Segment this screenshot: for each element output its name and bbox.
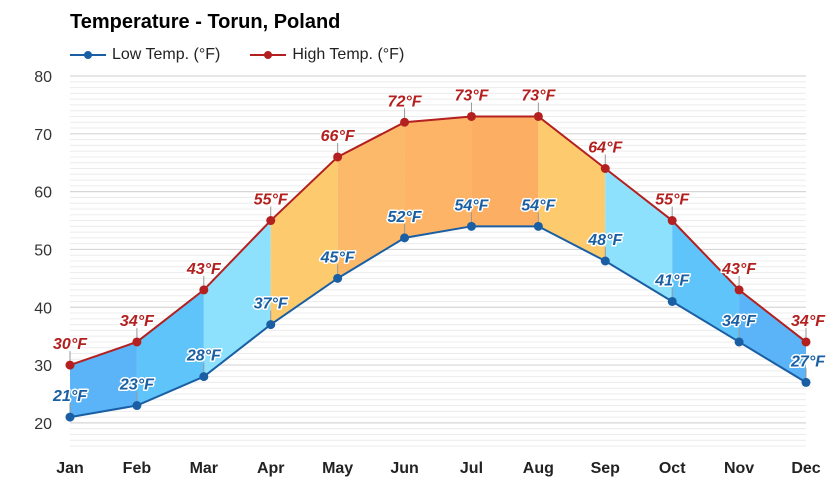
range-band [270, 156, 338, 325]
legend-item-low[interactable]: Low Temp. (°F) [70, 46, 220, 64]
data-label: 27°F [790, 353, 826, 370]
data-label: 41°F [654, 272, 690, 289]
range-band [136, 289, 204, 406]
low-temp-labels: 21°F 23°F 28°F 37°F 45°F 52°F 54°F 54°F 48°F 41°F… [51, 196, 828, 407]
data-point[interactable] [801, 337, 811, 347]
legend-label-low: Low Temp. (°F) [112, 46, 221, 63]
data-label: 55°F [254, 192, 289, 209]
high-temp-line-icon [250, 49, 287, 61]
y-tick-label: 30 [34, 358, 52, 375]
legend: Low Temp. (°F) High Temp. (°F) [70, 46, 404, 64]
legend-item-high[interactable]: High Temp. (°F) [250, 46, 404, 64]
data-point[interactable] [734, 285, 744, 295]
data-point[interactable] [466, 221, 476, 231]
data-label: 28°F [186, 348, 222, 365]
y-tick-label: 70 [34, 127, 52, 144]
range-band [538, 116, 606, 261]
y-tick-label: 80 [34, 69, 52, 86]
data-point[interactable] [533, 221, 543, 231]
range-band [605, 168, 673, 302]
data-point[interactable] [266, 320, 276, 330]
x-tick-label: Jun [390, 460, 418, 477]
data-label: 52°F [388, 209, 423, 226]
low-temp-series [65, 221, 811, 422]
y-tick-label: 50 [34, 242, 52, 259]
x-tick-label: Nov [724, 460, 754, 477]
data-label: 43°F [721, 261, 757, 278]
y-tick-label: 40 [34, 300, 52, 317]
data-point[interactable] [333, 273, 343, 283]
legend-label-high: High Temp. (°F) [292, 46, 405, 63]
data-point[interactable] [199, 285, 209, 295]
x-tick-label: Jul [460, 460, 483, 477]
data-label: 45°F [320, 249, 356, 266]
data-point[interactable] [600, 164, 610, 173]
low-temp-line-icon [70, 49, 106, 61]
data-point[interactable] [400, 117, 410, 127]
data-label: 30°F [53, 336, 88, 353]
data-point[interactable] [600, 256, 610, 266]
data-label: 73°F [521, 87, 556, 104]
data-point[interactable] [132, 401, 142, 411]
data-point[interactable] [801, 377, 811, 387]
x-tick-label: Feb [123, 460, 152, 477]
data-label: 55°F [655, 192, 690, 209]
data-label: 23°F [119, 377, 155, 394]
y-tick-label: 60 [34, 185, 52, 202]
data-label: 54°F [521, 197, 556, 214]
range-band [404, 116, 472, 238]
x-tick-label: May [322, 460, 353, 477]
data-label: 54°F [454, 197, 489, 214]
data-label: 43°F [186, 261, 222, 278]
data-label: 34°F [791, 313, 826, 330]
range-band [70, 341, 137, 418]
data-label: 34°F [722, 313, 757, 330]
data-point[interactable] [132, 337, 142, 347]
data-point[interactable] [333, 152, 343, 162]
data-point[interactable] [266, 216, 276, 226]
data-label: 34°F [120, 313, 155, 330]
data-point[interactable] [199, 372, 209, 382]
range-band [203, 220, 271, 377]
data-point[interactable] [734, 337, 744, 347]
data-label: 48°F [587, 232, 623, 249]
range-band [337, 122, 405, 279]
data-point[interactable] [65, 360, 75, 370]
data-point[interactable] [667, 296, 677, 306]
x-tick-label: Aug [523, 460, 554, 477]
range-band [739, 289, 806, 383]
data-point[interactable] [667, 216, 677, 226]
high-temp-series [65, 111, 811, 370]
x-tick-label: Mar [190, 460, 218, 477]
data-label: 37°F [254, 296, 289, 313]
range-band [672, 220, 740, 342]
data-label: 73°F [454, 87, 489, 104]
x-tick-label: Oct [659, 460, 686, 477]
y-tick-label: 20 [34, 416, 52, 433]
chart-title: Temperature - Torun, Poland [70, 11, 341, 33]
x-tick-label: Jan [56, 460, 84, 477]
data-label: 66°F [321, 128, 356, 145]
data-label: 72°F [388, 93, 423, 110]
x-tick-label: Dec [791, 460, 820, 477]
data-point[interactable] [533, 111, 543, 121]
data-label: 21°F [52, 388, 88, 405]
range-band [471, 116, 539, 227]
data-label: 64°F [588, 140, 623, 157]
range-bands [70, 116, 806, 418]
high-temp-labels: 30°F 34°F 43°F 55°F 66°F 72°F 73°F 73°F 64°F 55°F… [52, 86, 828, 355]
x-tick-label: Apr [257, 460, 285, 477]
data-point[interactable] [466, 111, 476, 121]
data-point[interactable] [65, 412, 75, 422]
x-tick-label: Sep [591, 460, 621, 477]
data-point[interactable] [400, 233, 410, 243]
